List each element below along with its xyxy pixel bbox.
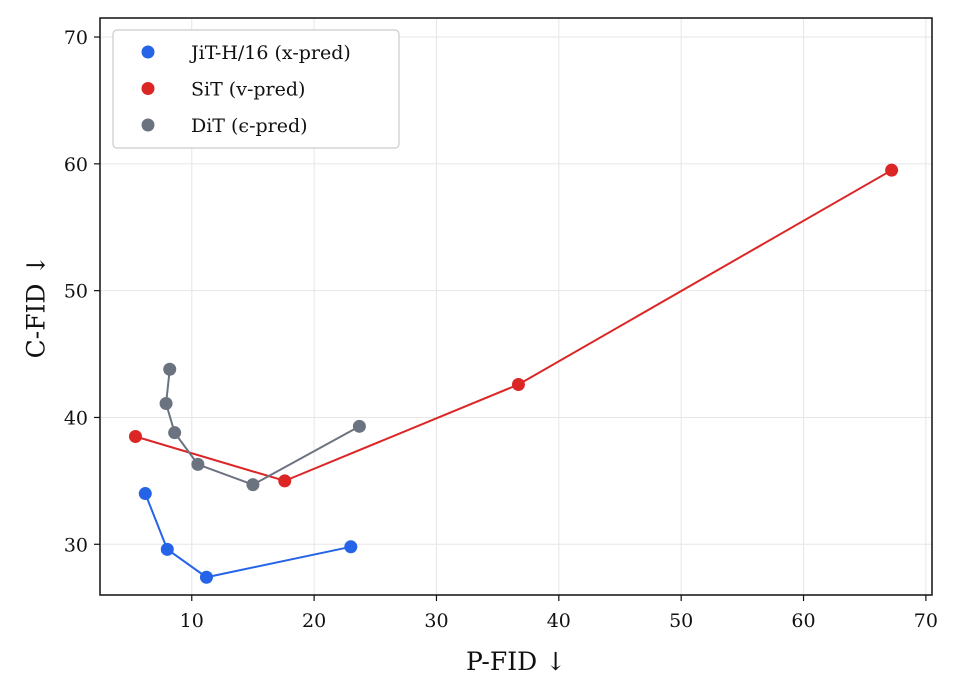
x-tick-label: 50 — [669, 610, 693, 632]
series-0 — [138, 487, 358, 584]
x-tick-label: 60 — [791, 610, 815, 632]
x-axis-label: P-FID ↓ — [466, 647, 566, 676]
data-point — [344, 540, 358, 554]
y-tick-label: 50 — [64, 281, 88, 303]
data-point — [159, 397, 173, 411]
y-tick-label: 30 — [64, 534, 88, 556]
data-point — [278, 474, 292, 488]
legend-box — [112, 29, 400, 149]
series-1 — [128, 163, 899, 488]
legend-marker — [141, 45, 155, 59]
y-tick-label: 70 — [64, 27, 88, 49]
x-tick-label: 10 — [180, 610, 204, 632]
data-point — [191, 457, 205, 471]
axis-ticks: 10 20 30 40 50 60 70 30 40 50 60 70 — [64, 27, 938, 632]
x-tick-label: 70 — [914, 610, 938, 632]
legend: JiT-H/16 (x-pred) SiT (v-pred) DiT (ϵ-pred… — [112, 29, 400, 149]
legend-label: JiT-H/16 (x-pred) — [189, 42, 351, 64]
series-2 — [159, 362, 366, 492]
data-point — [246, 478, 260, 492]
plot-series — [128, 163, 899, 584]
y-tick-label: 40 — [64, 407, 88, 429]
y-tick-label: 60 — [64, 154, 88, 176]
data-point — [885, 163, 899, 177]
data-point — [138, 487, 152, 501]
legend-marker — [141, 118, 155, 132]
data-point — [160, 542, 174, 556]
data-point — [163, 362, 177, 376]
legend-marker — [141, 82, 155, 95]
series-line — [135, 169, 893, 482]
data-point — [511, 377, 525, 391]
y-axis-label: C-FID ↓ — [22, 255, 51, 359]
data-point — [199, 570, 213, 584]
x-tick-label: 30 — [424, 610, 448, 632]
data-point — [168, 426, 182, 440]
x-tick-label: 40 — [547, 610, 571, 632]
data-point — [128, 429, 142, 443]
series-line — [144, 493, 352, 579]
x-tick-label: 20 — [302, 610, 326, 632]
legend-item: JiT-H/16 (x-pred) — [141, 42, 351, 64]
legend-item: SiT (v-pred) — [141, 79, 305, 101]
data-point — [352, 419, 366, 433]
plot-frame — [99, 17, 933, 596]
legend-label: DiT (ϵ-pred) — [191, 115, 308, 137]
legend-item: DiT (ϵ-pred) — [141, 115, 308, 137]
legend-label: SiT (v-pred) — [191, 79, 305, 101]
